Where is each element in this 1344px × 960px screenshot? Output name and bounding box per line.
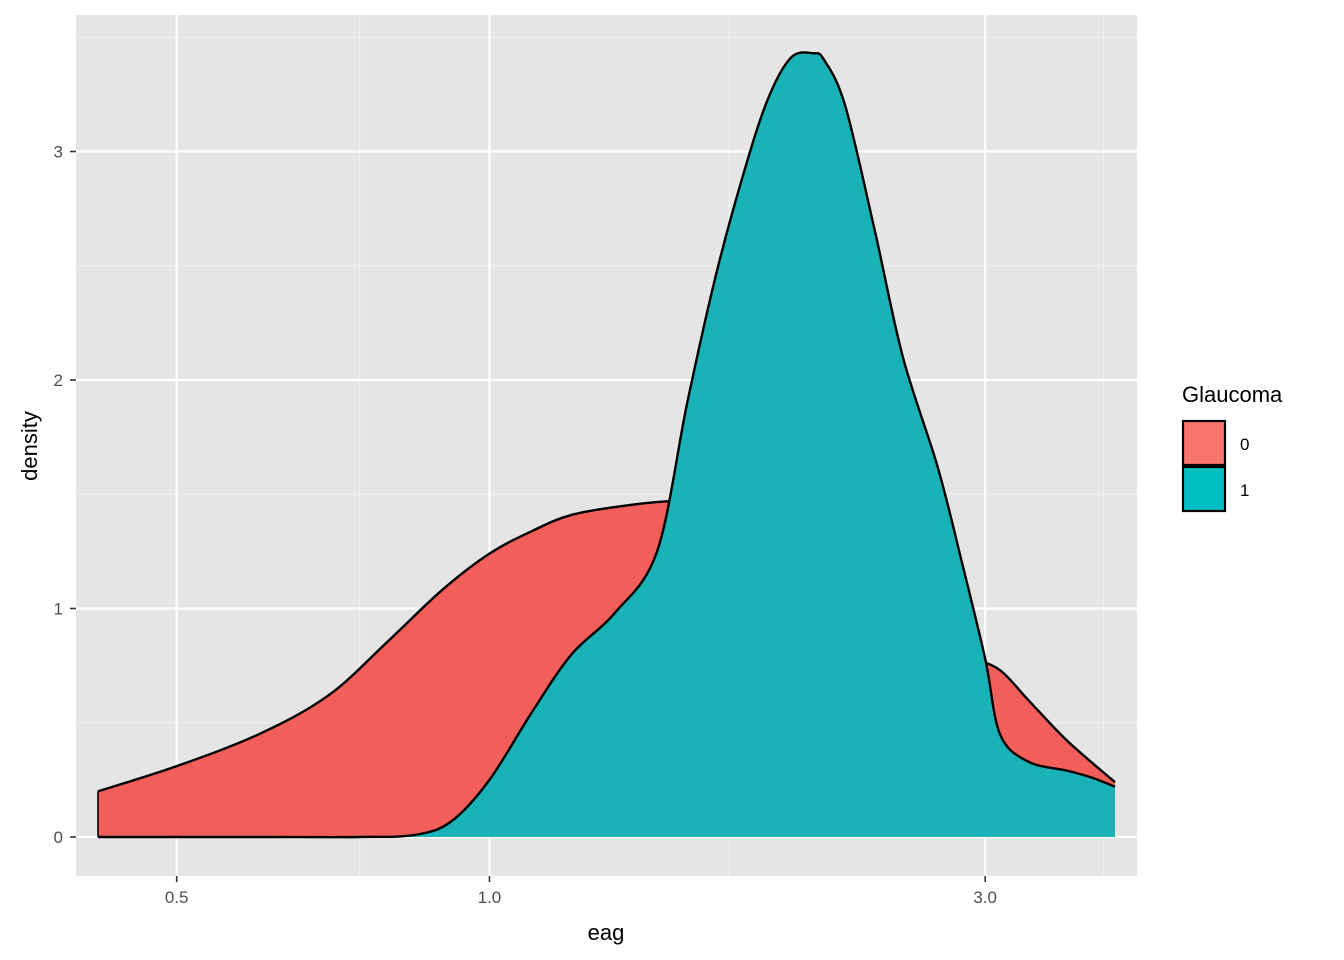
y-tick-label: 1 bbox=[54, 600, 63, 619]
legend-label-0: 0 bbox=[1240, 435, 1249, 454]
y-tick-label: 2 bbox=[54, 371, 63, 390]
y-tick-label: 0 bbox=[54, 828, 63, 847]
density-outline-1 bbox=[98, 51, 1116, 839]
x-axis-title: eag bbox=[588, 920, 625, 945]
legend-key-0 bbox=[1181, 419, 1227, 467]
legend-label-1: 1 bbox=[1240, 481, 1249, 500]
x-tick-label: 0.5 bbox=[165, 888, 189, 907]
legend-items: 01 bbox=[1181, 419, 1249, 513]
legend-title: Glaucoma bbox=[1182, 382, 1283, 407]
density-series-1 bbox=[98, 51, 1116, 839]
density-areas bbox=[97, 51, 1116, 839]
y-axis-title: density bbox=[17, 411, 42, 481]
legend: Glaucoma 01 bbox=[1181, 382, 1283, 513]
legend-key-1 bbox=[1181, 465, 1227, 513]
y-axis: 0 1 2 3 bbox=[54, 143, 76, 847]
x-tick-label: 3.0 bbox=[973, 888, 997, 907]
x-tick-label: 1.0 bbox=[478, 888, 502, 907]
x-axis: 0.5 1.0 3.0 bbox=[165, 876, 997, 907]
density-area-1 bbox=[98, 52, 1115, 838]
y-tick-label: 3 bbox=[54, 143, 63, 162]
